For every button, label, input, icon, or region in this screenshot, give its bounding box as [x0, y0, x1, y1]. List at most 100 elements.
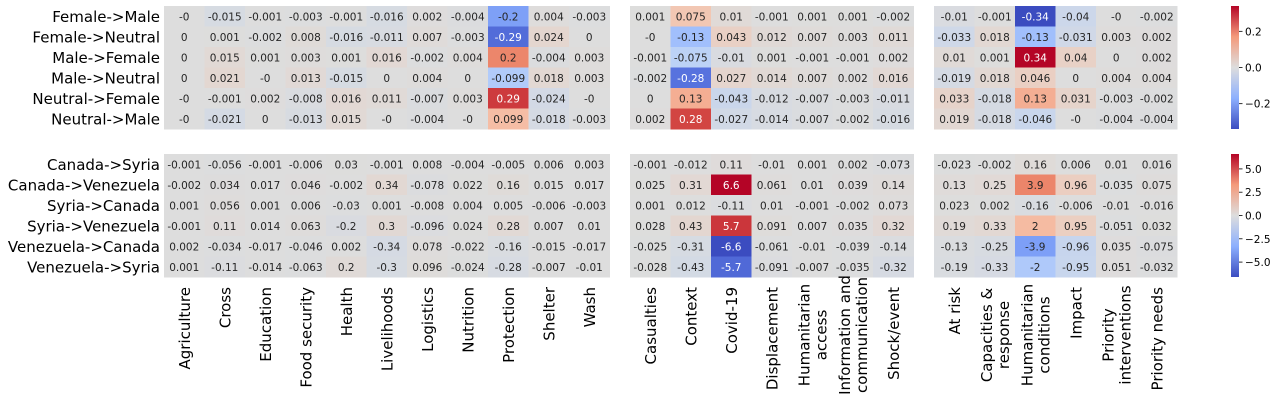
cell-value-label: 0.035: [838, 221, 868, 233]
heatmap-cell: [164, 108, 205, 130]
colorbar: [1231, 6, 1239, 129]
cell-value-label: -0.018: [532, 114, 566, 126]
cell-value-label: 0.13: [679, 93, 702, 105]
cell-value-label: 0.015: [210, 52, 240, 64]
cell-value-label: -0.01: [758, 159, 785, 171]
heatmap-cell: [285, 6, 327, 27]
heatmap-cell: [164, 67, 205, 89]
cell-value-label: -0.002: [1140, 11, 1174, 23]
cell-value-label: 0.032: [1142, 221, 1172, 233]
cell-value-label: 0.29: [497, 93, 520, 105]
cell-value-label: -0.046: [1018, 114, 1052, 126]
heatmap-cell: [447, 6, 489, 27]
heatmap-cell: [204, 195, 246, 216]
cell-value-label: 3.9: [1027, 180, 1044, 192]
heatmap-cell: [447, 195, 489, 216]
column-label: access: [812, 310, 830, 361]
heatmap-cell: [569, 6, 610, 27]
heatmap-cell: [245, 236, 286, 257]
cell-value-label: -0.014: [248, 262, 282, 274]
heatmap-cell: [792, 174, 833, 196]
cell-value-label: -0.31: [677, 241, 704, 253]
heatmap-cell: [711, 88, 752, 109]
heatmap-cell: [1096, 88, 1137, 109]
heatmap-cell: [1015, 108, 1056, 130]
heatmap-cell: [488, 236, 529, 257]
heatmap-cell: [873, 215, 914, 237]
heatmap-cell: [488, 215, 529, 237]
cell-value-label: -0.091: [755, 262, 789, 274]
cell-value-label: 0.024: [534, 32, 564, 44]
heatmap-cell: [326, 215, 367, 237]
row-label: Female->Neutral: [32, 28, 160, 46]
heatmap-cell: [974, 154, 1016, 175]
cell-value-label: 0.019: [939, 114, 969, 126]
heatmap-cell: [711, 6, 752, 27]
heatmap-cell: [792, 47, 833, 68]
heatmap-cell: [366, 256, 408, 278]
cell-value-label: 0.19: [943, 221, 966, 233]
cell-value-label: -0.003: [289, 11, 323, 23]
heatmap-cell: [934, 47, 975, 68]
heatmap-cell: [751, 88, 793, 109]
cell-value-label: 0.001: [210, 32, 240, 44]
column-label: Health: [338, 287, 356, 336]
heatmap-cell: [326, 67, 367, 89]
cell-value-label: 0.017: [250, 180, 280, 192]
heatmap-cell: [488, 195, 529, 216]
cell-value-label: 0: [181, 52, 188, 64]
heatmap-cell: [407, 195, 448, 216]
heatmap-cell: [1096, 108, 1137, 130]
cell-value-label: -6.6: [721, 241, 742, 253]
cell-value-label: -0.008: [289, 93, 323, 105]
cell-value-label: 0.002: [635, 114, 665, 126]
heatmap-cell: [164, 6, 205, 27]
cell-value-label: -0.13: [1022, 32, 1049, 44]
heatmap-cell: [1096, 256, 1137, 278]
cell-value-label: 0.003: [574, 52, 604, 64]
heatmap-cell: [407, 88, 448, 109]
cell-value-label: 0.31: [679, 180, 702, 192]
heatmap-cell: [204, 88, 246, 109]
cell-value-label: 0.018: [980, 32, 1010, 44]
heatmap-cell: [164, 256, 205, 278]
cell-value-label: -2: [1030, 262, 1040, 274]
heatmap-cell: [569, 174, 610, 196]
heatmap-cell: [934, 195, 975, 216]
heatmap-cell: [326, 47, 367, 68]
cell-value-label: -0.043: [714, 93, 748, 105]
heatmap-cell: [488, 47, 529, 68]
heatmap-cell: [832, 6, 874, 27]
cell-value-label: -0.008: [410, 200, 444, 212]
cell-value-label: -0.001: [208, 93, 242, 105]
cell-value-label: 0.012: [676, 200, 706, 212]
heatmap-cell: [366, 6, 408, 27]
cell-value-label: -0.11: [718, 200, 745, 212]
cell-value-label: 0.024: [453, 221, 483, 233]
cell-value-label: -0.015: [329, 73, 363, 85]
cell-value-label: -0.011: [876, 93, 910, 105]
cell-value-label: 0.006: [534, 159, 564, 171]
cell-value-label: 0.012: [757, 32, 787, 44]
heatmap-cell: [630, 67, 671, 89]
heatmap-cell: [1096, 174, 1137, 196]
cell-value-label: -0.061: [755, 241, 789, 253]
heatmap-cell: [1015, 26, 1056, 48]
heatmap-cell: [974, 236, 1016, 257]
heatmap-cell: [528, 47, 570, 68]
cell-value-label: 0.14: [882, 180, 906, 192]
cell-value-label: 0.33: [983, 221, 1006, 233]
heatmap-cell: [711, 26, 752, 48]
heatmap-cell: [1136, 6, 1178, 27]
cell-value-label: 0.003: [574, 73, 604, 85]
heatmap-cell: [751, 6, 793, 27]
heatmap-cell: [630, 88, 671, 109]
heatmap-cell: [1015, 67, 1056, 89]
heatmap-cell: [1096, 47, 1137, 68]
cell-value-label: 0.002: [1142, 32, 1172, 44]
heatmap-cell: [366, 47, 408, 68]
cell-value-label: -0.001: [795, 52, 829, 64]
heatmap-cell: [245, 256, 286, 278]
cell-value-label: -0.033: [937, 32, 971, 44]
